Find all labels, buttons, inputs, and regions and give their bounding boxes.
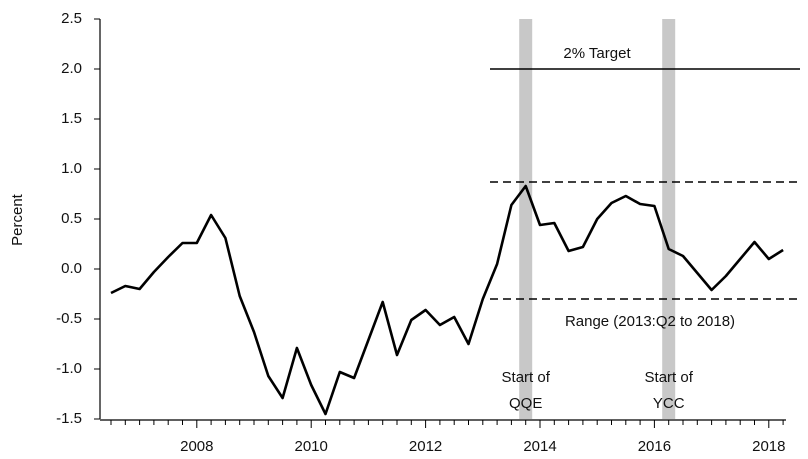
y-tick-label: 1.0 bbox=[61, 160, 82, 177]
x-tick-label: 2018 bbox=[752, 438, 785, 455]
y-tick-label: -1.5 bbox=[56, 410, 82, 427]
x-tick-label: 2016 bbox=[638, 438, 671, 455]
band-label: YCC bbox=[653, 395, 685, 412]
y-tick-label: 2.5 bbox=[61, 10, 82, 27]
y-tick-label: 0.0 bbox=[61, 260, 82, 277]
y-tick-label: 2.0 bbox=[61, 60, 82, 77]
x-tick-label: 2010 bbox=[295, 438, 328, 455]
band-label: QQE bbox=[509, 395, 542, 412]
band bbox=[519, 19, 533, 419]
reference-label: Range (2013:Q2 to 2018) bbox=[565, 313, 735, 330]
band-label: Start of bbox=[645, 369, 694, 386]
x-tick-label: 2014 bbox=[523, 438, 556, 455]
y-tick-label: 1.5 bbox=[61, 110, 82, 127]
x-tick-label: 2012 bbox=[409, 438, 442, 455]
reference-label: 2% Target bbox=[563, 45, 631, 62]
band bbox=[662, 19, 676, 419]
y-tick-label: 0.5 bbox=[61, 210, 82, 227]
band-label: Start of bbox=[502, 369, 551, 386]
y-tick-label: -1.0 bbox=[56, 360, 82, 377]
line bbox=[110, 184, 784, 416]
y-axis-label: Percent bbox=[9, 193, 26, 246]
y-tick-label: -0.5 bbox=[56, 310, 82, 327]
x-tick-label: 2008 bbox=[180, 438, 213, 455]
